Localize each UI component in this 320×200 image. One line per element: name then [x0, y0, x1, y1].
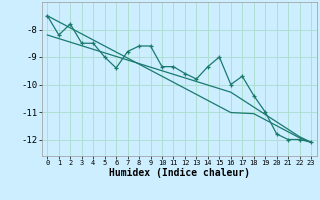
X-axis label: Humidex (Indice chaleur): Humidex (Indice chaleur) [109, 168, 250, 178]
